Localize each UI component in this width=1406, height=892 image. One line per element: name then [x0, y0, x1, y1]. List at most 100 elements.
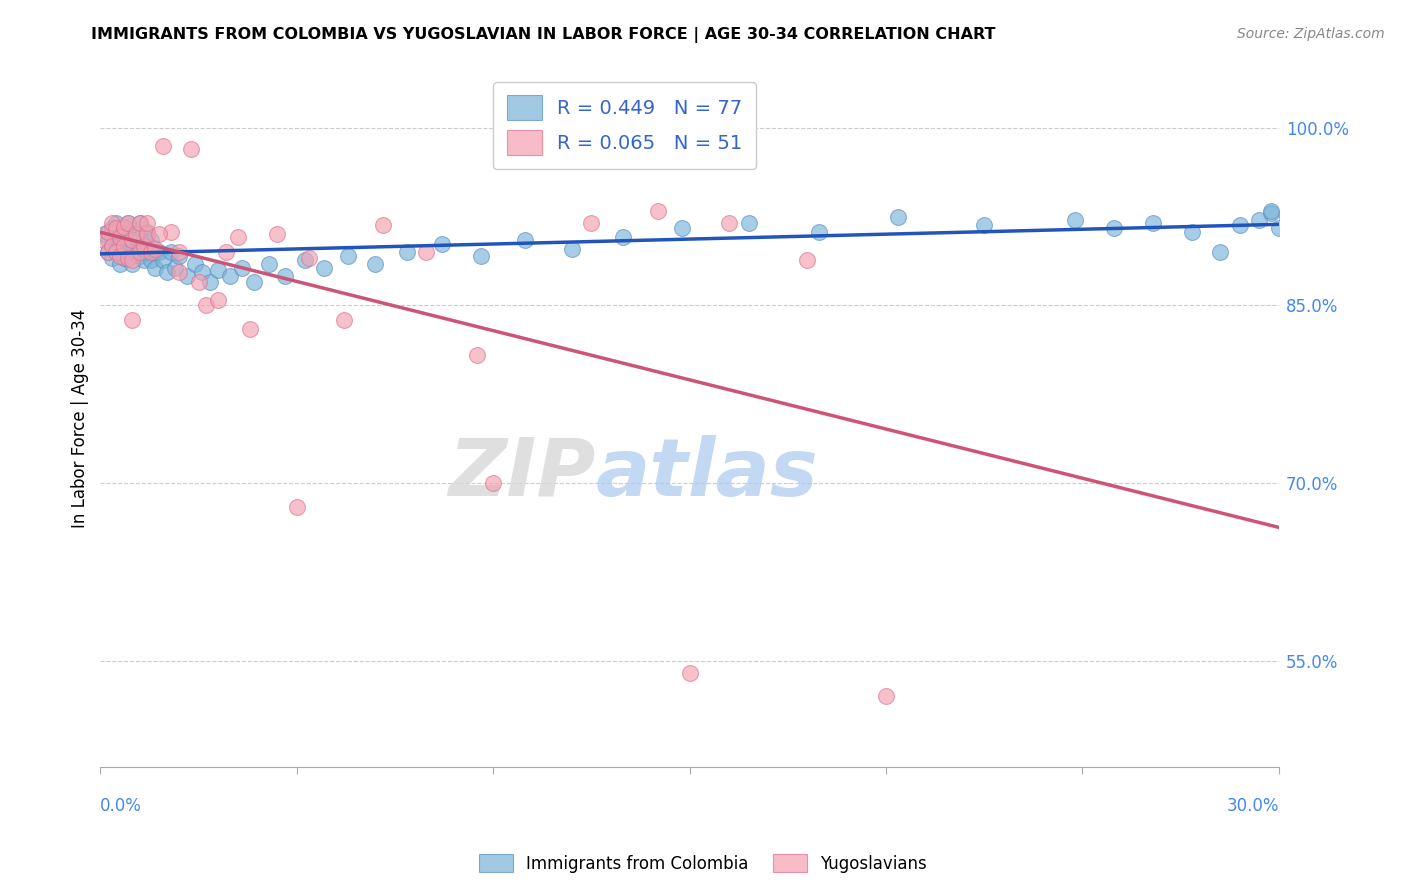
- Point: [808, 225, 831, 239]
- Point: [163, 260, 186, 275]
- Point: [678, 665, 700, 680]
- Point: [93, 233, 115, 247]
- Point: [128, 215, 150, 229]
- Point: [294, 253, 316, 268]
- Point: [136, 225, 159, 239]
- Point: [274, 268, 297, 283]
- Point: [125, 227, 148, 242]
- Point: [266, 227, 288, 242]
- Point: [128, 215, 150, 229]
- Point: [128, 249, 150, 263]
- Point: [143, 245, 166, 260]
- Point: [105, 245, 128, 260]
- Point: [875, 690, 897, 704]
- Point: [97, 245, 120, 260]
- Point: [1142, 215, 1164, 229]
- Point: [259, 257, 281, 271]
- Point: [108, 229, 131, 244]
- Point: [612, 229, 634, 244]
- Point: [467, 348, 489, 362]
- Point: [470, 249, 492, 263]
- Point: [156, 265, 179, 279]
- Point: [117, 245, 139, 260]
- Point: [215, 245, 238, 260]
- Point: [112, 220, 135, 235]
- Point: [522, 138, 544, 153]
- Point: [141, 245, 163, 260]
- Point: [176, 268, 198, 283]
- Point: [226, 229, 249, 244]
- Point: [737, 215, 759, 229]
- Point: [717, 215, 740, 229]
- Point: [195, 298, 218, 312]
- Point: [333, 312, 356, 326]
- Point: [1275, 210, 1298, 224]
- Point: [314, 260, 336, 275]
- Point: [207, 263, 229, 277]
- Point: [1209, 245, 1232, 260]
- Point: [101, 239, 124, 253]
- Point: [121, 233, 143, 247]
- Point: [297, 251, 319, 265]
- Point: [242, 275, 264, 289]
- Point: [1249, 213, 1271, 227]
- Point: [97, 245, 120, 260]
- Point: [128, 229, 150, 244]
- Point: [117, 215, 139, 229]
- Point: [148, 245, 170, 260]
- Point: [1260, 203, 1282, 218]
- Point: [105, 245, 128, 260]
- Point: [136, 245, 159, 260]
- Point: [125, 227, 148, 242]
- Point: [112, 233, 135, 247]
- Point: [132, 253, 155, 268]
- Point: [152, 138, 174, 153]
- Point: [219, 268, 242, 283]
- Point: [128, 245, 150, 260]
- Point: [125, 245, 148, 260]
- Point: [112, 221, 135, 235]
- Point: [796, 253, 818, 268]
- Point: [121, 245, 143, 260]
- Point: [482, 476, 505, 491]
- Point: [160, 225, 183, 239]
- Point: [148, 227, 170, 242]
- Point: [97, 225, 120, 239]
- Point: [101, 239, 124, 253]
- Point: [136, 215, 159, 229]
- Point: [105, 233, 128, 247]
- Point: [1260, 206, 1282, 220]
- Point: [561, 242, 583, 256]
- Point: [121, 257, 143, 271]
- Point: [239, 322, 262, 336]
- Point: [887, 210, 910, 224]
- Point: [108, 249, 131, 263]
- Point: [207, 293, 229, 307]
- Point: [141, 233, 163, 247]
- Point: [143, 242, 166, 256]
- Point: [143, 260, 166, 275]
- Point: [105, 221, 128, 235]
- Point: [187, 275, 209, 289]
- Point: [97, 233, 120, 247]
- Point: [200, 275, 222, 289]
- Point: [160, 245, 183, 260]
- Point: [183, 257, 205, 271]
- Point: [117, 227, 139, 242]
- Point: [117, 215, 139, 229]
- Point: [285, 500, 308, 514]
- Point: [1063, 213, 1085, 227]
- Point: [121, 253, 143, 268]
- Point: [1229, 218, 1251, 232]
- Point: [373, 218, 395, 232]
- Point: [415, 245, 437, 260]
- Point: [1102, 221, 1125, 235]
- Point: [430, 236, 453, 251]
- Point: [180, 142, 202, 156]
- Point: [132, 239, 155, 253]
- Text: atlas: atlas: [595, 435, 818, 513]
- Point: [108, 239, 131, 253]
- Text: 30.0%: 30.0%: [1226, 797, 1279, 815]
- Point: [671, 221, 693, 235]
- Point: [167, 265, 190, 279]
